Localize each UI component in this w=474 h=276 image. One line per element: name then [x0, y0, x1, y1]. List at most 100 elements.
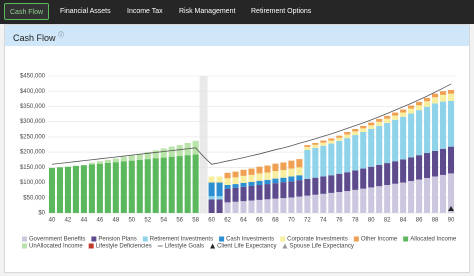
x-tick-label: 90	[448, 218, 455, 224]
x-tick-label: 86	[416, 218, 423, 224]
bar-segment	[336, 137, 343, 141]
bar-segment	[384, 122, 391, 164]
bar-segment	[248, 168, 255, 175]
bar-segment	[216, 182, 223, 197]
bar-segment	[424, 106, 431, 154]
bar-segment	[368, 166, 375, 188]
bar-segment	[248, 185, 255, 201]
bar-segment	[112, 162, 119, 213]
nav-tab[interactable]: Retirement Options	[251, 8, 312, 15]
x-tick-label: 60	[208, 218, 215, 224]
bar-segment	[48, 167, 56, 213]
bar-segment	[447, 90, 455, 94]
legend-item: Allocated Income	[403, 236, 457, 243]
legend-item: Client Life Expectancy	[210, 243, 276, 250]
bar-segment	[344, 132, 351, 135]
bar-segment	[256, 173, 263, 181]
bar-segment	[328, 192, 335, 213]
bar-segment	[312, 177, 319, 195]
legend-label: Lifestyle Deficiencies	[96, 244, 152, 250]
bar-segment	[288, 160, 295, 169]
bar-segment	[392, 119, 399, 162]
panel-title-text: Cash Flow	[13, 33, 56, 43]
nav-tab[interactable]: Financial Assets	[60, 8, 111, 15]
x-tick-label: 52	[144, 218, 151, 224]
y-tick-label: $300,000	[20, 119, 46, 125]
bar-segment	[344, 172, 351, 192]
bar-segment	[280, 162, 287, 171]
bar-segment	[439, 91, 447, 95]
bar-segment	[264, 184, 271, 200]
bar-segment	[248, 174, 255, 182]
bar-segment	[264, 179, 271, 185]
bar-segment	[224, 184, 231, 189]
bar-segment	[216, 196, 223, 200]
nav-tab[interactable]: Cash Flow	[4, 3, 50, 20]
nav-tab[interactable]: Risk Management	[179, 8, 236, 15]
bar-segment	[439, 174, 447, 213]
bar-segment	[376, 118, 383, 122]
bar-segment	[360, 132, 367, 169]
bar-segment	[232, 201, 239, 213]
nav-bar: Cash Flow Financial Assets Income Tax Risk …	[0, 0, 474, 24]
bar-segment	[376, 125, 383, 165]
y-tick-label: $0	[38, 211, 45, 217]
y-tick-label: $50,000	[23, 195, 45, 201]
bar-segment	[112, 158, 119, 163]
bar-segment	[232, 177, 239, 185]
legend-label: Corporate Investments	[287, 237, 348, 243]
bar-segment	[328, 175, 335, 193]
bar-segment	[120, 161, 127, 213]
bar-segment	[272, 163, 279, 171]
bar-segment	[320, 145, 327, 177]
bar-segment	[232, 171, 239, 178]
bar-segment	[328, 140, 335, 144]
panel-title: Cash Flow ⓘ	[13, 30, 64, 43]
bar-segment	[208, 199, 215, 213]
x-tick-label: 80	[368, 218, 375, 224]
bar-segment	[320, 193, 327, 213]
bar-segment	[416, 179, 423, 213]
x-tick-label: 54	[160, 218, 167, 224]
x-tick-label: 88	[432, 218, 439, 224]
bar-segment	[168, 146, 175, 157]
bar-segment	[392, 112, 399, 116]
bar-segment	[392, 161, 399, 184]
x-tick-label: 40	[49, 218, 56, 224]
bar-segment	[392, 183, 399, 213]
bar-segment	[344, 134, 351, 139]
bar-segment	[240, 182, 247, 187]
x-tick-label: 74	[320, 218, 327, 224]
bar-segment	[208, 196, 215, 200]
bar-segment	[312, 194, 319, 213]
bar-segment	[240, 175, 247, 183]
bar-segment	[264, 172, 271, 180]
bar-segment	[88, 162, 95, 165]
bar-segment	[432, 150, 439, 177]
bar-segment	[152, 150, 159, 159]
bar-segment	[304, 149, 311, 179]
x-tick-label: 66	[256, 218, 263, 224]
bar-segment	[344, 191, 351, 213]
x-tick-label: 68	[272, 218, 279, 224]
legend-swatch	[280, 236, 286, 242]
bar-segment	[408, 105, 415, 109]
legend-swatch	[210, 243, 216, 249]
bar-segment	[136, 153, 143, 160]
bar-segment	[376, 121, 383, 126]
legend-item: Other Income	[353, 236, 398, 243]
legend-label: Spouse Life Expectancy	[289, 244, 353, 250]
bar-segment	[400, 109, 407, 113]
nav-tab[interactable]: Income Tax	[127, 8, 163, 15]
bar-segment	[240, 201, 247, 213]
info-icon[interactable]: ⓘ	[58, 33, 65, 39]
y-tick-label: $200,000	[20, 150, 46, 156]
bar-segment	[224, 178, 231, 185]
legend-label: Government Benefits	[29, 237, 85, 243]
life-expectancy-marker	[448, 206, 455, 211]
bar-segment	[336, 135, 343, 138]
x-tick-label: 78	[352, 218, 359, 224]
bar-segment	[208, 182, 215, 197]
